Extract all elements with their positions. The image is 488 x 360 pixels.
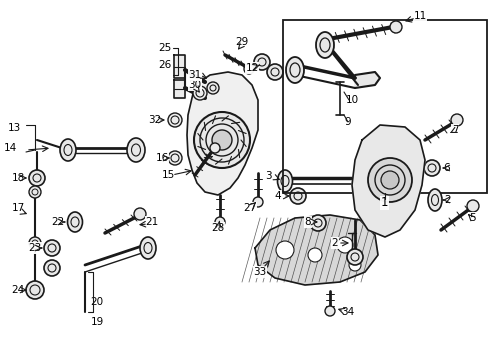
Text: 27: 27 (243, 203, 256, 213)
Circle shape (44, 240, 60, 256)
Circle shape (168, 151, 182, 165)
Ellipse shape (427, 189, 441, 211)
Polygon shape (254, 215, 377, 285)
Polygon shape (379, 176, 396, 186)
Circle shape (29, 170, 45, 186)
Text: 34: 34 (341, 307, 354, 317)
Circle shape (389, 21, 401, 33)
Ellipse shape (60, 139, 76, 161)
Text: 8: 8 (304, 217, 311, 227)
Text: 30: 30 (188, 80, 201, 90)
Circle shape (348, 259, 360, 271)
Text: 16: 16 (155, 153, 168, 163)
Polygon shape (186, 72, 258, 195)
Text: 4: 4 (274, 191, 281, 201)
Circle shape (252, 197, 263, 207)
Text: 3: 3 (264, 171, 271, 181)
Circle shape (466, 200, 478, 212)
Circle shape (346, 249, 362, 265)
Circle shape (336, 237, 352, 253)
Circle shape (253, 54, 269, 70)
Text: 24: 24 (11, 285, 24, 295)
Circle shape (44, 260, 60, 276)
Circle shape (26, 281, 44, 299)
Text: 12: 12 (245, 63, 258, 73)
Ellipse shape (315, 32, 333, 58)
Polygon shape (351, 125, 424, 237)
Text: 14: 14 (3, 143, 17, 153)
Circle shape (325, 306, 334, 316)
Text: 5: 5 (468, 213, 474, 223)
Circle shape (215, 217, 224, 227)
Circle shape (193, 86, 206, 100)
Text: 11: 11 (412, 11, 426, 21)
Text: 10: 10 (345, 95, 358, 105)
Text: 28: 28 (211, 223, 224, 233)
Text: 13: 13 (7, 123, 20, 133)
Text: 26: 26 (158, 60, 171, 70)
Circle shape (307, 248, 321, 262)
Text: 1: 1 (380, 196, 387, 209)
Text: 7: 7 (451, 125, 457, 135)
Text: 31: 31 (188, 70, 201, 80)
Circle shape (29, 237, 41, 249)
Circle shape (266, 64, 283, 80)
Polygon shape (174, 55, 184, 78)
Text: 29: 29 (235, 37, 248, 47)
Text: 21: 21 (145, 217, 158, 227)
Circle shape (275, 241, 293, 259)
Polygon shape (174, 80, 184, 98)
Ellipse shape (140, 237, 156, 259)
Text: 22: 22 (51, 217, 64, 227)
Circle shape (206, 82, 219, 94)
Circle shape (289, 188, 305, 204)
Circle shape (450, 114, 462, 126)
Text: 9: 9 (344, 117, 350, 127)
Circle shape (134, 208, 146, 220)
Circle shape (29, 186, 41, 198)
Ellipse shape (127, 138, 145, 162)
Ellipse shape (277, 170, 292, 192)
Text: 2: 2 (444, 195, 450, 205)
Circle shape (209, 143, 220, 153)
Polygon shape (354, 72, 379, 88)
Ellipse shape (285, 57, 304, 83)
Text: 17: 17 (11, 203, 24, 213)
Text: 33: 33 (253, 267, 266, 277)
Circle shape (212, 130, 231, 150)
Bar (282, 20, 486, 193)
Text: 25: 25 (158, 43, 171, 53)
Text: 15: 15 (161, 170, 174, 180)
Circle shape (380, 171, 398, 189)
Text: 2: 2 (331, 238, 338, 248)
Circle shape (168, 113, 182, 127)
Text: 6: 6 (443, 163, 449, 173)
Text: 19: 19 (90, 317, 103, 327)
Ellipse shape (67, 212, 82, 232)
Circle shape (367, 158, 411, 202)
Text: 18: 18 (11, 173, 24, 183)
Circle shape (244, 64, 253, 74)
Circle shape (423, 160, 439, 176)
Text: 20: 20 (90, 297, 103, 307)
Text: 23: 23 (28, 243, 41, 253)
Circle shape (309, 215, 325, 231)
Text: 32: 32 (148, 115, 162, 125)
Circle shape (194, 112, 249, 168)
